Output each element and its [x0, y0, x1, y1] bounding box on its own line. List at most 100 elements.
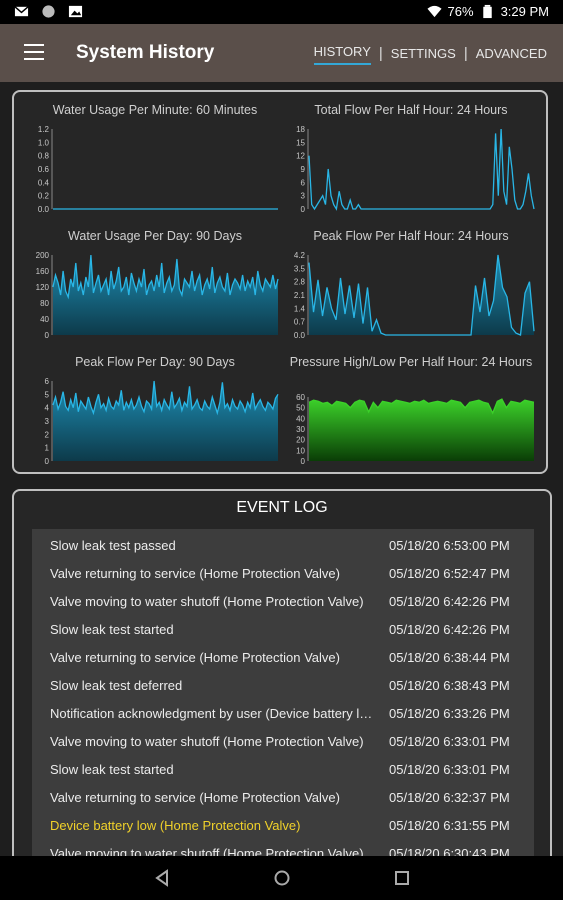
event-log-row[interactable]: Valve moving to water shutoff (Home Prot… — [32, 587, 534, 615]
y-tick-label: 160 — [36, 267, 50, 276]
event-timestamp: 05/18/20 6:38:44 PM — [389, 650, 510, 665]
chart-plot: 18 15 12 9 6 3 0 — [296, 126, 535, 212]
navigation-bar — [0, 856, 563, 900]
event-timestamp: 05/18/20 6:52:47 PM — [389, 566, 510, 581]
y-tick-label: 4.2 — [294, 252, 306, 260]
event-log-row[interactable]: Valve returning to service (Home Protect… — [32, 559, 534, 587]
y-tick-label: 2.8 — [294, 278, 306, 287]
event-timestamp: 05/18/20 6:33:01 PM — [389, 734, 510, 749]
y-tick-label: 0.6 — [38, 165, 50, 174]
event-timestamp: 05/18/20 6:32:37 PM — [389, 790, 510, 805]
back-icon[interactable] — [152, 868, 172, 888]
chart-title: Peak Flow Per Day: 90 Days — [75, 355, 235, 369]
chart-plot: 1.2 1.0 0.8 0.6 0.4 0.2 0.0 — [38, 126, 278, 212]
y-tick-label: 0 — [45, 331, 50, 338]
event-timestamp: 05/18/20 6:38:43 PM — [389, 678, 510, 693]
tab-divider: | — [463, 45, 468, 62]
y-tick-label: 0.0 — [294, 331, 306, 338]
series-area — [309, 255, 534, 335]
y-tick-label: 80 — [40, 299, 49, 308]
gmail-icon — [14, 6, 29, 17]
clock: 3:29 PM — [500, 4, 549, 19]
event-message: Device battery low (Home Protection Valv… — [50, 818, 301, 833]
y-tick-label: 30 — [296, 425, 305, 434]
y-tick-label: 0.7 — [294, 318, 306, 327]
battery-percent: 76% — [447, 4, 474, 19]
y-tick-label: 1.4 — [294, 304, 306, 313]
y-tick-label: 2.1 — [294, 291, 306, 300]
y-tick-label: 1.0 — [38, 138, 50, 147]
series-area — [309, 399, 534, 461]
series-area — [53, 381, 278, 461]
y-tick-label: 40 — [40, 315, 49, 324]
home-icon[interactable] — [272, 868, 292, 888]
event-log-row[interactable]: Device battery low (Home Protection Valv… — [32, 811, 534, 839]
y-tick-label: 0.2 — [38, 192, 50, 201]
event-log-row[interactable]: Notification acknowledgment by user (Dev… — [32, 699, 534, 727]
event-timestamp: 05/18/20 6:53:00 PM — [389, 538, 510, 553]
event-message: Slow leak test passed — [50, 538, 176, 553]
tab-settings[interactable]: SETTINGS — [390, 46, 456, 61]
y-tick-label: 3 — [301, 192, 306, 201]
y-tick-label: 6 — [301, 178, 306, 187]
event-log-row[interactable]: Slow leak test started 05/18/20 6:42:26 P… — [32, 615, 534, 643]
series-line — [308, 128, 535, 211]
y-tick-label: 12 — [296, 152, 305, 161]
recents-icon[interactable] — [392, 868, 412, 888]
series-line — [52, 254, 279, 300]
charts-panel: Water Usage Per Minute: 60 Minutes 1.2 1.… — [12, 90, 548, 474]
circle-notification-icon — [42, 5, 55, 18]
event-log-row[interactable]: Slow leak test started 05/18/20 6:33:01 P… — [32, 755, 534, 783]
y-tick-label: 0 — [301, 205, 306, 212]
tab-history[interactable]: HISTORY — [313, 42, 371, 65]
event-message: Valve moving to water shutoff (Home Prot… — [50, 594, 364, 609]
tab-advanced[interactable]: ADVANCED — [475, 46, 547, 61]
y-tick-label: 50 — [296, 404, 305, 413]
event-log-row[interactable]: Slow leak test passed 05/18/20 6:53:00 PM — [32, 531, 534, 559]
event-timestamp: 05/18/20 6:31:55 PM — [389, 818, 510, 833]
y-tick-label: 40 — [296, 414, 305, 423]
y-tick-label: 10 — [296, 446, 305, 455]
event-message: Slow leak test deferred — [50, 678, 183, 693]
y-tick-label: 120 — [36, 283, 50, 292]
event-log-row[interactable]: Slow leak test deferred 05/18/20 6:38:43 … — [32, 671, 534, 699]
app-bar: System History HISTORY | SETTINGS | ADVA… — [0, 24, 563, 82]
chart-title: Peak Flow Per Half Hour: 24 Hours — [313, 229, 509, 243]
chart-plot: 6 5 4 3 2 1 0 — [45, 378, 279, 464]
event-log-row[interactable]: Valve returning to service (Home Protect… — [32, 643, 534, 671]
chart-title: Water Usage Per Minute: 60 Minutes — [52, 103, 258, 117]
event-message: Valve moving to water shutoff (Home Prot… — [50, 734, 364, 749]
chart-title: Total Flow Per Half Hour: 24 Hours — [314, 103, 508, 117]
event-timestamp: 05/18/20 6:33:26 PM — [389, 706, 510, 721]
series-line — [308, 254, 535, 336]
y-tick-label: 5 — [45, 390, 50, 399]
y-tick-label: 3 — [45, 417, 50, 426]
event-message: Valve returning to service (Home Protect… — [50, 790, 340, 805]
event-log-list[interactable]: Slow leak test passed 05/18/20 6:53:00 PM… — [32, 529, 534, 867]
y-tick-label: 18 — [296, 126, 305, 134]
y-tick-label: 20 — [296, 436, 305, 445]
event-message: Slow leak test started — [50, 762, 174, 777]
y-tick-label: 15 — [296, 138, 305, 147]
y-tick-label: 1 — [45, 444, 50, 453]
chart-plot: 200 160 120 80 40 0 — [36, 252, 279, 338]
y-tick-label: 9 — [301, 165, 306, 174]
tab-bar: HISTORY | SETTINGS | ADVANCED — [313, 42, 547, 65]
event-log-panel: EVENT LOG Slow leak test passed 05/18/20 … — [12, 489, 552, 869]
series-line — [308, 398, 535, 415]
event-log-row[interactable]: Valve moving to water shutoff (Home Prot… — [32, 727, 534, 755]
event-log-row[interactable]: Valve returning to service (Home Protect… — [32, 783, 534, 811]
event-timestamp: 05/18/20 6:42:26 PM — [389, 622, 510, 637]
event-message: Valve returning to service (Home Protect… — [50, 566, 340, 581]
chart-plot: 4.2 3.5 2.8 2.1 1.4 0.7 0.0 — [294, 252, 535, 338]
menu-icon[interactable] — [24, 44, 44, 60]
status-bar: 76% 3:29 PM — [0, 0, 563, 24]
y-tick-label: 0.4 — [38, 178, 50, 187]
y-tick-label: 6 — [45, 378, 50, 386]
y-tick-label: 0.8 — [38, 152, 50, 161]
y-tick-label: 200 — [36, 252, 50, 260]
page-title: System History — [76, 42, 215, 63]
y-tick-label: 0 — [45, 457, 50, 464]
event-timestamp: 05/18/20 6:33:01 PM — [389, 762, 510, 777]
